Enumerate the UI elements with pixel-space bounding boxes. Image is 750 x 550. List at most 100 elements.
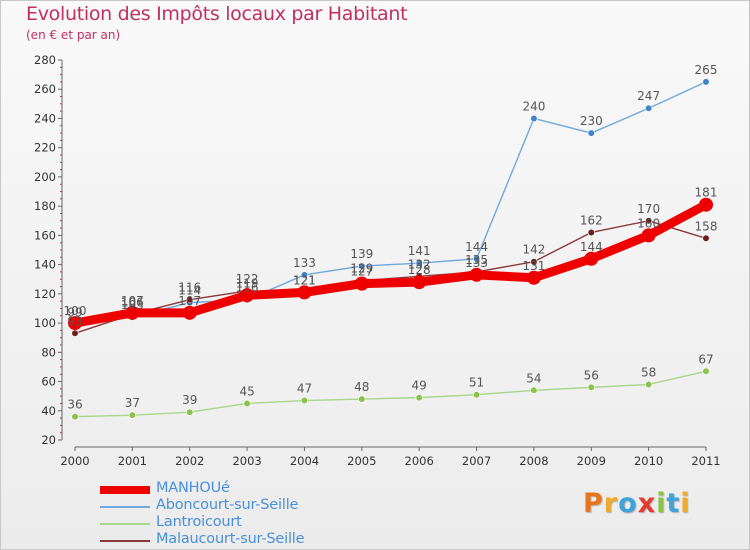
data-label-lantroicourt: 54 xyxy=(526,371,541,385)
x-tick-label: 2000 xyxy=(60,454,89,468)
logo-letter: o xyxy=(618,488,638,519)
legend-label: MANHOUé xyxy=(156,480,230,496)
logo-letter: i xyxy=(656,488,667,519)
legend-swatch xyxy=(100,506,150,508)
data-point-malaucourt-sur-seille xyxy=(530,258,538,266)
x-tick-label: 2002 xyxy=(175,454,204,468)
data-point-manhou xyxy=(354,276,369,291)
data-point-lantroicourt xyxy=(358,395,366,403)
data-point-aboncourt-sur-seille xyxy=(530,114,538,123)
data-point-lantroicourt xyxy=(702,367,710,375)
data-label-aboncourt-sur-seille: 141 xyxy=(408,244,431,258)
data-point-lantroicourt xyxy=(530,386,538,394)
data-label-aboncourt-sur-seille: 230 xyxy=(580,114,603,128)
data-label-lantroicourt: 45 xyxy=(239,384,254,398)
data-label-aboncourt-sur-seille: 265 xyxy=(695,63,718,77)
logo-letter: P xyxy=(583,488,604,519)
data-label-aboncourt-sur-seille: 144 xyxy=(465,240,488,254)
data-label-aboncourt-sur-seille: 133 xyxy=(293,256,316,270)
data-point-manhou xyxy=(125,305,140,320)
data-label-aboncourt-sur-seille: 99 xyxy=(67,306,82,320)
x-tick-label: 2007 xyxy=(462,454,491,468)
data-point-manhou xyxy=(182,305,197,320)
data-point-lantroicourt xyxy=(472,391,481,399)
x-tick-label: 2004 xyxy=(290,454,319,468)
data-label-malaucourt-sur-seille: 135 xyxy=(465,253,488,267)
data-point-aboncourt-sur-seille xyxy=(587,129,595,137)
data-point-manhou xyxy=(240,288,255,303)
y-tick-label: 240 xyxy=(34,111,56,125)
y-tick-label: 40 xyxy=(41,404,56,418)
data-point-lantroicourt xyxy=(415,394,423,402)
data-label-malaucourt-sur-seille: 132 xyxy=(408,257,431,271)
data-point-lantroicourt xyxy=(186,408,194,416)
data-point-aboncourt-sur-seille xyxy=(472,255,481,263)
y-tick-label: 120 xyxy=(34,287,56,301)
y-tick-label: 100 xyxy=(34,316,56,330)
y-tick-label: 60 xyxy=(41,375,56,389)
legend-label: Malaucourt-sur-Seille xyxy=(156,531,305,547)
data-point-manhou xyxy=(526,270,541,285)
y-tick-label: 200 xyxy=(34,170,56,184)
data-label-aboncourt-sur-seille: 114 xyxy=(178,284,201,298)
data-label-malaucourt-sur-seille: 158 xyxy=(695,219,718,233)
data-label-lantroicourt: 51 xyxy=(469,376,484,390)
legend-label: Aboncourt-sur-Seille xyxy=(156,497,299,513)
data-label-malaucourt-sur-seille: 129 xyxy=(350,262,373,276)
data-label-malaucourt-sur-seille: 121 xyxy=(293,273,316,287)
x-tick-label: 2009 xyxy=(577,454,606,468)
data-point-manhou xyxy=(469,267,484,282)
legend-swatch xyxy=(100,486,150,494)
x-tick-label: 2011 xyxy=(691,454,720,468)
data-label-lantroicourt: 49 xyxy=(412,379,427,393)
data-point-lantroicourt xyxy=(128,411,136,419)
y-tick-label: 20 xyxy=(41,433,56,447)
data-label-malaucourt-sur-seille: 170 xyxy=(637,202,660,216)
logo-letter: t xyxy=(666,488,681,519)
data-label-manhou: 127 xyxy=(350,265,373,279)
data-label-manhou: 160 xyxy=(637,216,660,230)
y-tick-label: 220 xyxy=(34,141,56,155)
series-line-aboncourt-sur-seille xyxy=(74,81,707,326)
logo-letter: i xyxy=(680,488,691,519)
y-tick-label: 280 xyxy=(34,53,56,67)
logo-letter: x xyxy=(637,488,657,519)
data-point-malaucourt-sur-seille xyxy=(71,329,79,337)
data-label-lantroicourt: 37 xyxy=(125,396,140,410)
data-point-lantroicourt xyxy=(587,383,595,391)
data-label-manhou: 131 xyxy=(522,259,545,273)
data-label-manhou: 181 xyxy=(695,186,718,200)
data-label-lantroicourt: 58 xyxy=(641,365,656,379)
x-tick-label: 2003 xyxy=(232,454,261,468)
proxiti-logo: Proxiti xyxy=(583,488,691,519)
data-point-lantroicourt xyxy=(71,413,79,421)
data-label-manhou: 121 xyxy=(293,273,316,287)
data-label-manhou: 128 xyxy=(408,263,431,277)
x-tick-label: 2008 xyxy=(519,454,548,468)
data-point-malaucourt-sur-seille xyxy=(587,228,595,237)
y-tick-label: 140 xyxy=(34,258,56,272)
data-point-lantroicourt xyxy=(645,380,653,389)
data-label-malaucourt-sur-seille: 116 xyxy=(178,281,201,295)
data-label-aboncourt-sur-seille: 139 xyxy=(350,247,373,261)
data-label-malaucourt-sur-seille: 162 xyxy=(580,213,603,227)
data-point-aboncourt-sur-seille xyxy=(300,271,309,279)
data-label-manhou: 133 xyxy=(465,256,488,270)
data-point-manhou xyxy=(297,285,312,300)
data-label-lantroicourt: 39 xyxy=(182,393,197,407)
data-label-lantroicourt: 48 xyxy=(354,380,369,394)
x-tick-label: 2006 xyxy=(405,454,434,468)
chart-subtitle: (en € et par an) xyxy=(26,28,121,42)
data-label-manhou: 144 xyxy=(580,240,603,254)
data-point-malaucourt-sur-seille xyxy=(186,296,194,304)
data-point-manhou xyxy=(641,228,656,243)
data-point-manhou xyxy=(68,316,82,331)
data-point-manhou xyxy=(412,275,427,290)
data-point-aboncourt-sur-seille xyxy=(702,78,710,86)
legend-swatch xyxy=(100,523,150,525)
data-label-manhou: 107 xyxy=(178,294,201,308)
data-label-malaucourt-sur-seille: 142 xyxy=(522,243,545,257)
data-point-manhou xyxy=(584,251,599,266)
